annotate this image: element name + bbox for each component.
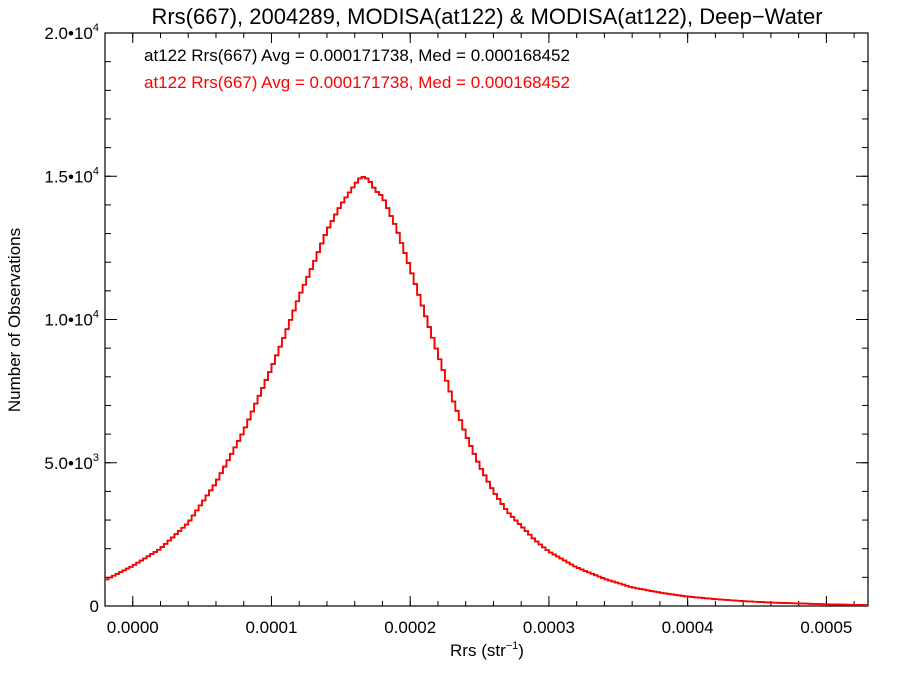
y-tick-mantissa: 2.0•10 bbox=[44, 24, 93, 43]
x-axis-label-main: Rrs (str bbox=[450, 641, 506, 660]
y-tick-label: 1.0•104 bbox=[44, 309, 99, 330]
series-layer bbox=[105, 176, 868, 606]
y-tick-mantissa: 1.0•10 bbox=[44, 311, 93, 330]
y-tick-mantissa: 5.0•10 bbox=[44, 454, 93, 473]
y-tick-exponent: 4 bbox=[93, 165, 99, 177]
x-tick-label: 0.0000 bbox=[107, 618, 159, 637]
x-axis: 0.0000 0.0001 0.0002 0.0003 0.0004 0.0005 bbox=[104, 33, 855, 637]
series-line-1 bbox=[105, 176, 868, 606]
y-tick-label: 0 bbox=[90, 597, 99, 616]
legend-entry: at122 Rrs(667) Avg = 0.000171738, Med = … bbox=[144, 73, 570, 92]
y-axis-label: Number of Observations bbox=[5, 228, 24, 412]
x-tick-label: 0.0002 bbox=[384, 618, 436, 637]
y-tick-label: 1.5•104 bbox=[44, 165, 99, 186]
x-tick-label: 0.0004 bbox=[662, 618, 714, 637]
y-tick-mantissa: 1.5•10 bbox=[44, 167, 93, 186]
y-tick-exponent: 3 bbox=[93, 452, 99, 464]
y-tick-mantissa: 0 bbox=[90, 597, 99, 616]
legend: at122 Rrs(667) Avg = 0.000171738, Med = … bbox=[144, 46, 570, 92]
x-tick-label: 0.0001 bbox=[245, 618, 297, 637]
x-axis-label: Rrs (str−1) bbox=[450, 640, 524, 660]
legend-entry: at122 Rrs(667) Avg = 0.000171738, Med = … bbox=[144, 46, 570, 65]
series-line-0 bbox=[105, 176, 868, 606]
y-tick-label: 2.0•104 bbox=[44, 22, 99, 43]
x-tick-label: 0.0003 bbox=[523, 618, 575, 637]
x-axis-label-sup: −1 bbox=[506, 640, 519, 652]
y-tick-exponent: 4 bbox=[93, 22, 99, 34]
y-tick-exponent: 4 bbox=[93, 309, 99, 321]
x-axis-label-end: ) bbox=[518, 641, 524, 660]
x-tick-label: 0.0005 bbox=[800, 618, 852, 637]
chart-title: Rrs(667), 2004289, MODISA(at122) & MODIS… bbox=[151, 4, 822, 29]
y-tick-label: 5.0•103 bbox=[44, 452, 99, 473]
plot-frame bbox=[104, 32, 869, 607]
